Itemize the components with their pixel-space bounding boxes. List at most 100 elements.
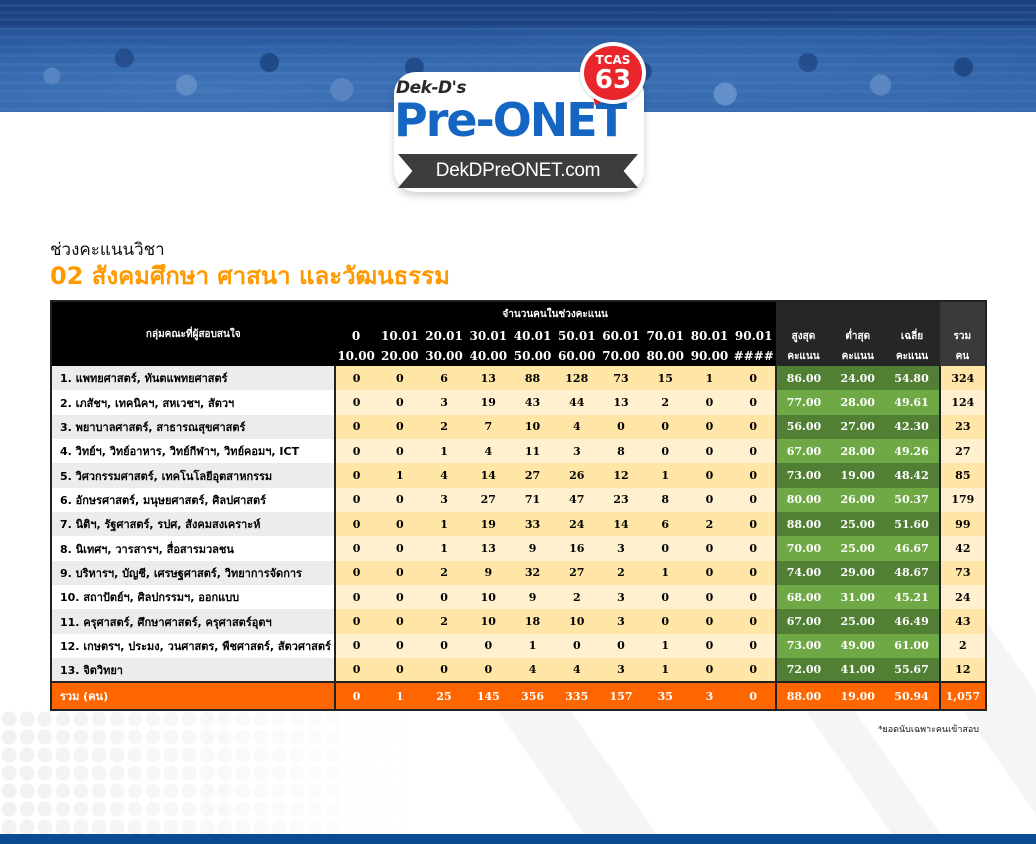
max-score-cell: 67.00: [774, 609, 832, 634]
stats-header-spacer: [775, 302, 940, 326]
count-cell: 3: [421, 487, 467, 513]
max-score-cell: 77.00: [774, 390, 832, 415]
count-cell: 0: [687, 633, 732, 659]
count-cell: 2: [598, 560, 644, 586]
count-cell: 3: [598, 536, 644, 561]
avg-score-cell: 55.67: [884, 658, 940, 683]
avg-score-cell: 42.30: [884, 414, 940, 440]
avg-score-cell: 46.49: [884, 609, 940, 634]
total-count-cell: 2: [938, 633, 985, 659]
range-from-header: 50.01: [554, 326, 599, 346]
range-to-header: ####: [731, 346, 776, 366]
count-cell: 6: [643, 512, 688, 537]
count-cell: 3: [598, 609, 644, 634]
tcas-badge-number: 63: [594, 65, 632, 95]
count-cell: 0: [334, 439, 378, 464]
count-cell: 0: [687, 658, 732, 683]
count-cell: 10: [554, 609, 599, 634]
count-cell: 24: [554, 512, 599, 537]
table-row: 2. เภสัชฯ, เทคนิคฯ, สหเวชฯ, สัตวฯ 0 0 3 19 43…: [52, 390, 985, 415]
count-cell: 16: [554, 536, 599, 561]
total-count-cell: 42: [938, 536, 985, 561]
range-to-header: 20.00: [377, 346, 422, 366]
sum-max-cell: 88.00: [774, 681, 832, 709]
count-cell: 4: [421, 463, 467, 488]
total-count-cell: 43: [938, 609, 985, 634]
sum-row: รวม (คน) 0 1 25 145 356 335 157 35 3 0 88.00 19.00 50…: [52, 681, 985, 709]
count-cell: 0: [466, 658, 511, 683]
sum-total-cell: 1,057: [938, 681, 985, 709]
count-cell: 19: [466, 512, 511, 537]
sum-avg-cell: 50.94: [884, 681, 940, 709]
total-count-cell: 179: [938, 487, 985, 513]
max-score-cell: 67.00: [774, 439, 832, 464]
count-cell: 0: [687, 487, 732, 513]
max-score-cell: 68.00: [774, 585, 832, 610]
min-score-cell: 31.00: [831, 585, 885, 610]
count-cell: 0: [334, 487, 378, 513]
count-cell: 0: [377, 609, 422, 634]
count-cell: 2: [554, 585, 599, 610]
count-cell: 14: [598, 512, 644, 537]
faculty-group-cell: 5. วิศวกรรมศาสตร์, เทคโนโลยีอุตสาหกรรม: [52, 463, 336, 488]
count-cell: 0: [334, 633, 378, 659]
total-count-cell: 24: [938, 585, 985, 610]
range-to-header: 10.00: [334, 346, 378, 366]
count-cell: 4: [554, 658, 599, 683]
min-score-cell: 41.00: [831, 658, 885, 683]
count-cell: 0: [731, 366, 776, 391]
footnote: *ยอดนับเฉพาะคนเข้าสอบ: [878, 725, 979, 735]
page-title: 02 สังคมศึกษา ศาสนา และวัฒนธรรม: [50, 262, 450, 290]
min-score-cell: 28.00: [831, 439, 885, 464]
count-cell: 128: [554, 366, 599, 391]
sum-count-cell: 157: [598, 681, 644, 709]
avg-score-header-unit: คะแนน: [884, 346, 940, 366]
count-cell: 4: [554, 414, 599, 440]
count-cell: 0: [334, 536, 378, 561]
count-cell: 0: [731, 633, 776, 659]
faculty-group-cell: 3. พยาบาลศาสตร์, สาธารณสุขศาสตร์: [52, 414, 336, 440]
count-cell: 0: [643, 536, 688, 561]
count-cell: 0: [687, 439, 732, 464]
footer-bar: [0, 834, 1036, 844]
table-row: 9. บริหารฯ, บัญชี, เศรษฐศาสตร์, วิทยาการ…: [52, 560, 985, 586]
count-cell: 3: [598, 585, 644, 610]
faculty-group-cell: 10. สถาปัตย์ฯ, ศิลปกรรมฯ, ออกแบบ: [52, 585, 336, 610]
count-cell: 1: [421, 439, 467, 464]
count-cell: 0: [377, 439, 422, 464]
count-cell: 0: [731, 463, 776, 488]
count-cell: 0: [731, 658, 776, 683]
count-cell: 1: [377, 463, 422, 488]
count-cell: 15: [643, 366, 688, 391]
count-cell: 0: [687, 560, 732, 586]
count-cell: 0: [334, 560, 378, 586]
avg-score-cell: 49.61: [884, 390, 940, 415]
total-count-cell: 27: [938, 439, 985, 464]
count-cell: 0: [377, 536, 422, 561]
avg-score-cell: 45.21: [884, 585, 940, 610]
max-score-cell: 73.00: [774, 633, 832, 659]
sum-label-cell: รวม (คน): [52, 681, 336, 709]
count-cell: 0: [687, 414, 732, 440]
count-cell: 19: [466, 390, 511, 415]
tcas-badge: TCAS 63: [580, 42, 646, 104]
count-cell: 0: [466, 633, 511, 659]
count-cell: 1: [643, 633, 688, 659]
count-cell: 1: [643, 560, 688, 586]
count-cell: 33: [510, 512, 555, 537]
count-cell: 0: [377, 633, 422, 659]
count-cell: 0: [687, 585, 732, 610]
count-cell: 0: [731, 512, 776, 537]
count-cell: 12: [598, 463, 644, 488]
count-cell: 9: [510, 536, 555, 561]
count-cell: 0: [377, 366, 422, 391]
range-from-header: 40.01: [510, 326, 555, 346]
count-cell: 13: [598, 390, 644, 415]
count-cell: 18: [510, 609, 555, 634]
count-cell: 27: [466, 487, 511, 513]
count-cell: 0: [554, 633, 599, 659]
count-cell: 0: [334, 609, 378, 634]
count-cell: 0: [731, 609, 776, 634]
count-cell: 0: [731, 414, 776, 440]
count-cell: 4: [510, 658, 555, 683]
